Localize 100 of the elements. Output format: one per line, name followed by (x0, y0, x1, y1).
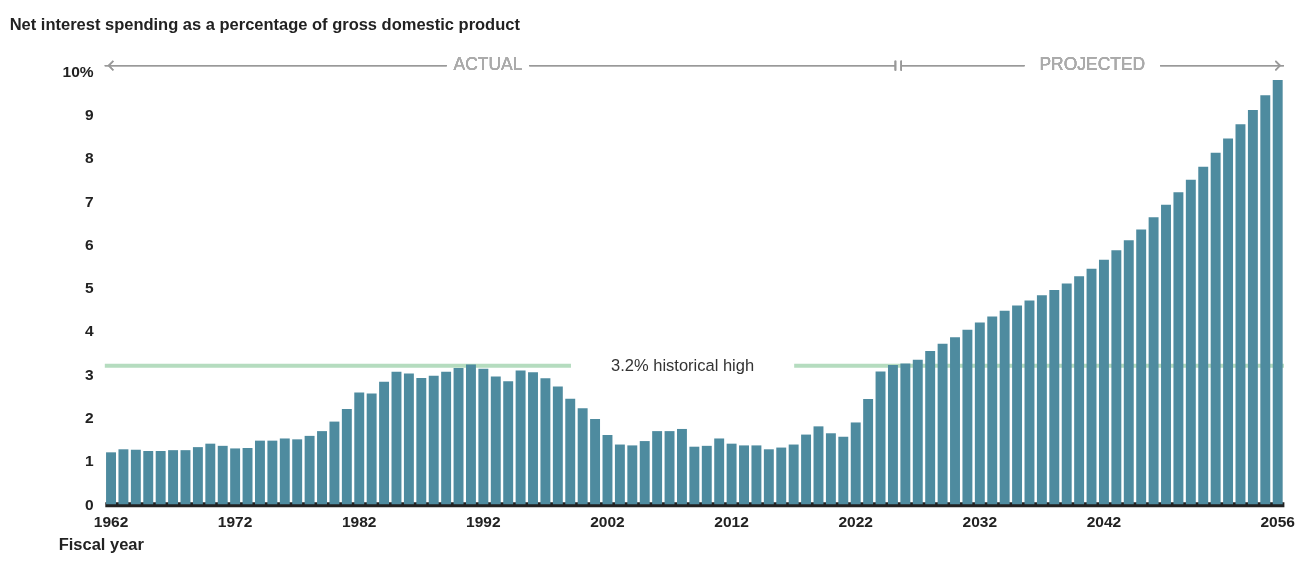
bar (962, 329, 973, 505)
y-tick-label: 10% (62, 62, 94, 80)
bar (726, 443, 737, 505)
bar (1161, 204, 1171, 505)
bar (577, 408, 588, 505)
bar (900, 363, 911, 505)
x-tick-label: 1982 (341, 513, 377, 531)
bar (292, 439, 303, 505)
bar (1036, 295, 1047, 505)
x-tick-label: 1972 (217, 513, 253, 531)
bar (1148, 217, 1159, 505)
bar (1111, 250, 1122, 505)
bar (1012, 305, 1023, 505)
bar (192, 447, 203, 505)
bar (1074, 276, 1085, 505)
bar (478, 368, 489, 505)
bar (155, 451, 166, 505)
bar (627, 445, 638, 505)
bar (813, 426, 824, 505)
bar (999, 310, 1010, 505)
bar (1235, 124, 1246, 505)
y-tick-label: 8 (85, 149, 95, 167)
bar (838, 436, 849, 505)
x-tick-label: 2012 (714, 513, 750, 531)
x-tick-label: 2002 (590, 513, 626, 531)
bar (168, 450, 179, 505)
bar (801, 434, 812, 505)
bar (676, 428, 687, 505)
bar (614, 444, 625, 505)
bar (1173, 192, 1184, 505)
bar (887, 364, 898, 505)
y-tick-label: 9 (85, 106, 95, 124)
bar (515, 370, 526, 505)
bar (739, 445, 749, 505)
bar (242, 448, 253, 505)
bar (552, 386, 563, 505)
bar (503, 381, 514, 505)
bar (1210, 152, 1221, 505)
x-tick-label: 1992 (466, 513, 501, 531)
bar (1123, 240, 1134, 505)
bar (1086, 268, 1097, 505)
bar (1260, 95, 1271, 505)
bar (1247, 109, 1258, 505)
bar (130, 449, 141, 505)
bar (875, 371, 886, 505)
bar (341, 409, 352, 505)
bar (763, 449, 774, 505)
bar (664, 431, 675, 505)
bar (230, 448, 241, 505)
y-tick-label: 1 (85, 452, 95, 470)
bar (1024, 300, 1035, 505)
bar (329, 421, 340, 505)
bar (950, 337, 960, 505)
bar (863, 399, 874, 505)
annotation: PROJECTED (1039, 54, 1146, 75)
bar (937, 343, 948, 505)
bar (689, 446, 700, 505)
bar (788, 444, 799, 505)
x-tick-label: 1962 (93, 513, 129, 531)
bar (217, 445, 228, 505)
bar (974, 322, 985, 505)
bar (428, 375, 439, 505)
y-tick-label: 7 (85, 192, 94, 210)
bar (565, 398, 576, 505)
y-tick-label: 4 (85, 322, 95, 340)
bar (317, 431, 327, 505)
bar (366, 393, 377, 505)
bar (925, 351, 936, 505)
bar (1049, 290, 1060, 505)
bar (1098, 259, 1109, 505)
y-tick-label: 2 (85, 409, 95, 427)
bar (254, 440, 265, 505)
bar (267, 440, 278, 505)
bar (540, 378, 551, 505)
bar (354, 392, 365, 505)
y-tick-label: 5 (85, 279, 95, 297)
x-axis-title: Fiscal year (58, 535, 145, 554)
x-tick-label: 2032 (962, 513, 998, 531)
bar (453, 367, 464, 505)
bar (1136, 229, 1147, 505)
x-tick-label: 2022 (838, 513, 874, 531)
bar (850, 422, 861, 505)
bar (590, 419, 601, 505)
bar (403, 373, 414, 505)
bar (776, 447, 787, 505)
bar (825, 433, 836, 505)
bar (701, 445, 712, 505)
bar (441, 371, 452, 505)
bar (912, 359, 923, 505)
bar (1272, 80, 1283, 505)
bar (490, 376, 501, 505)
x-tick-label: 2056 (1260, 513, 1296, 531)
annotation: ACTUAL (453, 54, 523, 75)
bar (652, 431, 663, 505)
bar (1061, 283, 1072, 505)
bar (304, 435, 315, 505)
bar (1198, 166, 1209, 505)
bar (1185, 179, 1196, 505)
chart-title: Net interest spending as a percentage of gross domestic product (9, 14, 521, 33)
bar (106, 452, 116, 505)
